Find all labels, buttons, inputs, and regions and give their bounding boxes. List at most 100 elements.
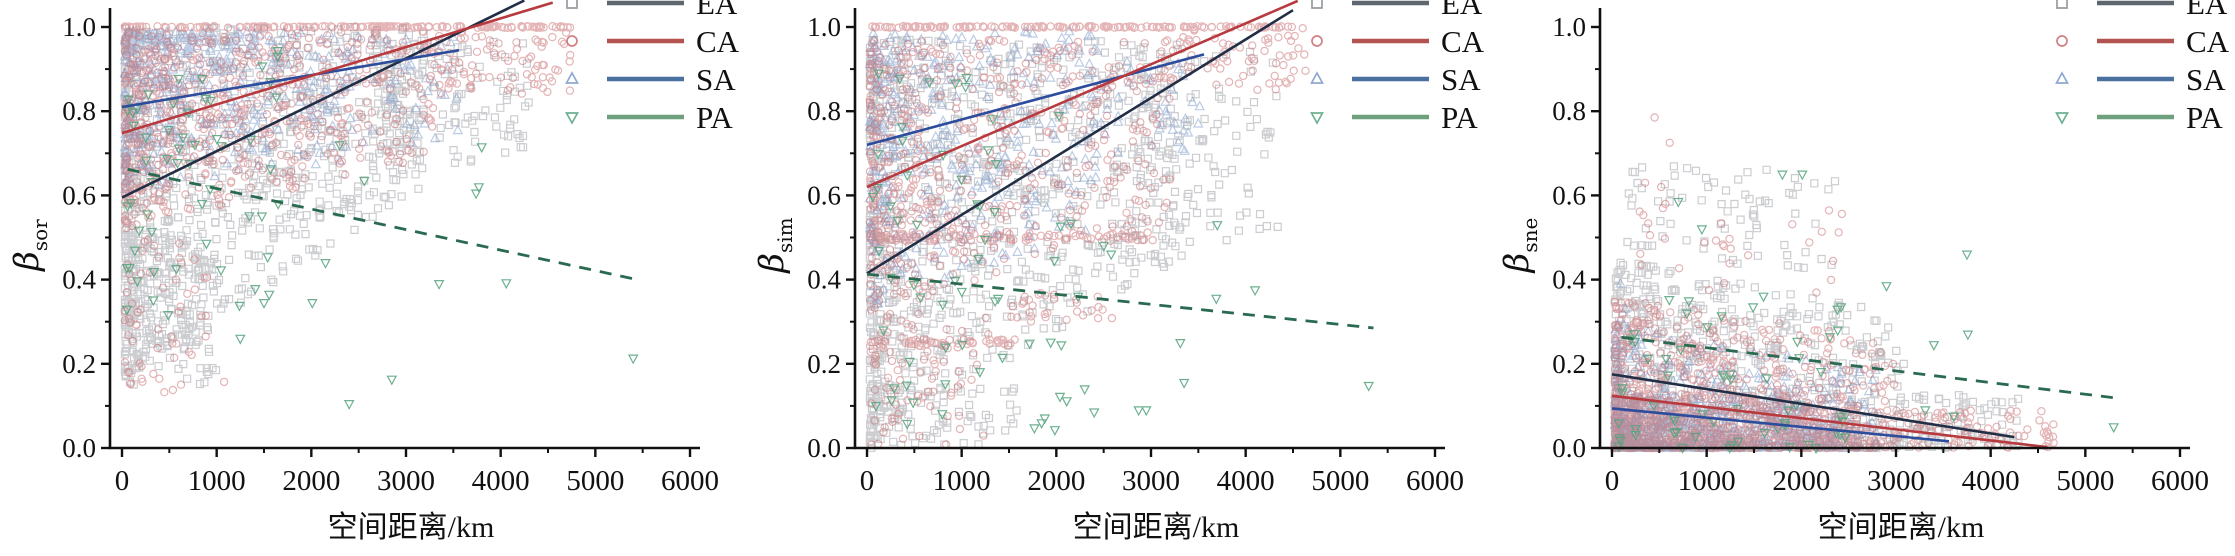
legend-EA-marker-icon — [566, 0, 578, 9]
legend-PA-label: PA — [1441, 100, 1478, 135]
y-tick-label: 0.6 — [62, 180, 96, 210]
y-tick-label: 1.0 — [807, 12, 841, 42]
y-axis-label: βsne — [1497, 218, 1542, 275]
x-tick-label: 4000 — [1217, 465, 1275, 497]
legend-entry-EA: EA — [566, 0, 738, 21]
x-tick-label: 5000 — [2056, 465, 2114, 497]
series-SA-trendline — [1611, 407, 1950, 443]
x-tick-label: 0 — [115, 465, 130, 497]
x-axis-label: 空间距离/km — [1073, 511, 1240, 544]
series-PA-trendline — [127, 167, 634, 281]
series-CA-trendline — [121, 1, 554, 135]
legend-entry-PA: PA — [1310, 100, 1478, 135]
y-tick-label: 0.8 — [807, 96, 841, 126]
x-tick-label: 4000 — [1962, 465, 2020, 497]
x-tick-label: 6000 — [661, 465, 719, 497]
series-SA-trendline — [866, 53, 1205, 147]
x-tick-label: 3000 — [377, 465, 435, 497]
y-tick-label: 0.2 — [62, 349, 96, 379]
legend-EA-label: EA — [1441, 0, 1483, 21]
legend-EA-marker-icon — [2056, 0, 2068, 9]
legend-CA-marker-icon — [566, 35, 578, 47]
y-tick-label: 0.2 — [807, 349, 841, 379]
legend-entry-PA: PA — [2055, 100, 2223, 135]
legend-PA-marker-icon — [2055, 112, 2069, 125]
y-tick-label: 1.0 — [1552, 12, 1586, 42]
axes: 0.0 0.2 0.4 0.6 0.8 1.0 0 1000 2000 3000 4000 5000 6… — [1497, 8, 2209, 544]
y-tick-label: 0.6 — [1552, 180, 1586, 210]
legend-EA-label: EA — [2186, 0, 2228, 21]
y-axis-label: βsor — [7, 219, 52, 273]
x-tick-label: 6000 — [2151, 465, 2209, 497]
scatter-chart-sim: 0.0 0.2 0.4 0.6 0.8 1.0 0 1000 2000 3000 4000 5000 6… — [752, 0, 1485, 544]
legend-EA-label: EA — [696, 0, 738, 21]
legend-SA-label: SA — [1441, 62, 1481, 97]
y-tick-label: 0.4 — [807, 265, 841, 295]
series-EA-trendline — [866, 9, 1294, 275]
y-tick-label: 0.4 — [62, 265, 96, 295]
y-tick-label: 0.8 — [62, 96, 96, 126]
legend-SA-label: SA — [696, 62, 736, 97]
x-tick-label: 2000 — [282, 465, 340, 497]
x-tick-label: 4000 — [472, 465, 530, 497]
x-tick-label: 2000 — [1027, 465, 1085, 497]
y-tick-label: 0.8 — [1552, 96, 1586, 126]
x-tick-label: 2000 — [1772, 465, 1830, 497]
x-tick-label: 5000 — [566, 465, 624, 497]
x-tick-label: 3000 — [1122, 465, 1180, 497]
legend-SA-marker-icon — [565, 71, 579, 84]
series-EA-scatter — [120, 23, 533, 389]
series-layer — [1609, 113, 2120, 455]
legend-SA-label: SA — [2186, 62, 2226, 97]
legend-entry-SA: SA — [2055, 62, 2226, 97]
x-axis-label: 空间距离/km — [1818, 511, 1985, 544]
x-tick-label: 1000 — [1678, 465, 1736, 497]
legend-PA-label: PA — [2186, 100, 2223, 135]
legend-entry-SA: SA — [1310, 62, 1481, 97]
y-tick-label: 0.0 — [807, 433, 841, 463]
legend-entry-EA: EA — [1311, 0, 1483, 21]
legend-SA-marker-icon — [1310, 71, 1324, 84]
series-layer — [119, 22, 639, 410]
y-tick-label: 0.4 — [1552, 265, 1586, 295]
legend-entry-EA: EA — [2056, 0, 2228, 21]
axes: 0.0 0.2 0.4 0.6 0.8 1.0 0 1000 2000 3000 4000 5000 6… — [7, 8, 719, 544]
legend-entry-CA: CA — [1311, 24, 1485, 59]
panel-beta-sor: 0.0 0.2 0.4 0.6 0.8 1.0 0 1000 2000 3000 4000 5000 6… — [0, 0, 745, 556]
trendline-layer — [866, 0, 1374, 330]
panel-beta-sim: 0.0 0.2 0.4 0.6 0.8 1.0 0 1000 2000 3000 4000 5000 6… — [745, 0, 1490, 556]
y-tick-label: 0.6 — [807, 180, 841, 210]
y-axis-label-subscript: sim — [773, 217, 797, 253]
x-tick-label: 3000 — [1867, 465, 1925, 497]
trendline-layer — [121, 0, 634, 281]
legend-entry-CA: CA — [566, 24, 740, 59]
legend-CA-label: CA — [2186, 24, 2230, 59]
series-PA-scatter — [867, 69, 1375, 436]
legend-PA-marker-icon — [1310, 112, 1324, 125]
x-tick-label: 1000 — [188, 465, 246, 497]
legend-entry-CA: CA — [2056, 24, 2230, 59]
x-tick-label: 5000 — [1311, 465, 1369, 497]
y-tick-label: 0.0 — [1552, 433, 1586, 463]
legend-CA-label: CA — [696, 24, 740, 59]
y-axis-label: βsim — [752, 217, 797, 274]
legend-entry-SA: SA — [565, 62, 736, 97]
scatter-chart-sne: 0.0 0.2 0.4 0.6 0.8 1.0 0 1000 2000 3000 4000 5000 6… — [1497, 0, 2230, 544]
legend-SA-marker-icon — [2055, 71, 2069, 84]
y-tick-label: 0.0 — [62, 433, 96, 463]
legend-CA-marker-icon — [2056, 35, 2068, 47]
trendline-layer — [1611, 335, 2119, 449]
series-SA-trendline — [121, 48, 460, 109]
legend-PA-label: PA — [696, 100, 733, 135]
x-tick-label: 1000 — [933, 465, 991, 497]
legend-PA-marker-icon — [565, 112, 579, 125]
legend-entry-PA: PA — [565, 100, 733, 135]
scatter-chart-sor: 0.0 0.2 0.4 0.6 0.8 1.0 0 1000 2000 3000 4000 5000 6… — [7, 0, 740, 544]
y-axis-label-subscript: sne — [1518, 218, 1542, 253]
y-axis-label-base: β — [7, 251, 47, 273]
legend-CA-label: CA — [1441, 24, 1485, 59]
legend-CA-marker-icon — [1311, 35, 1323, 47]
